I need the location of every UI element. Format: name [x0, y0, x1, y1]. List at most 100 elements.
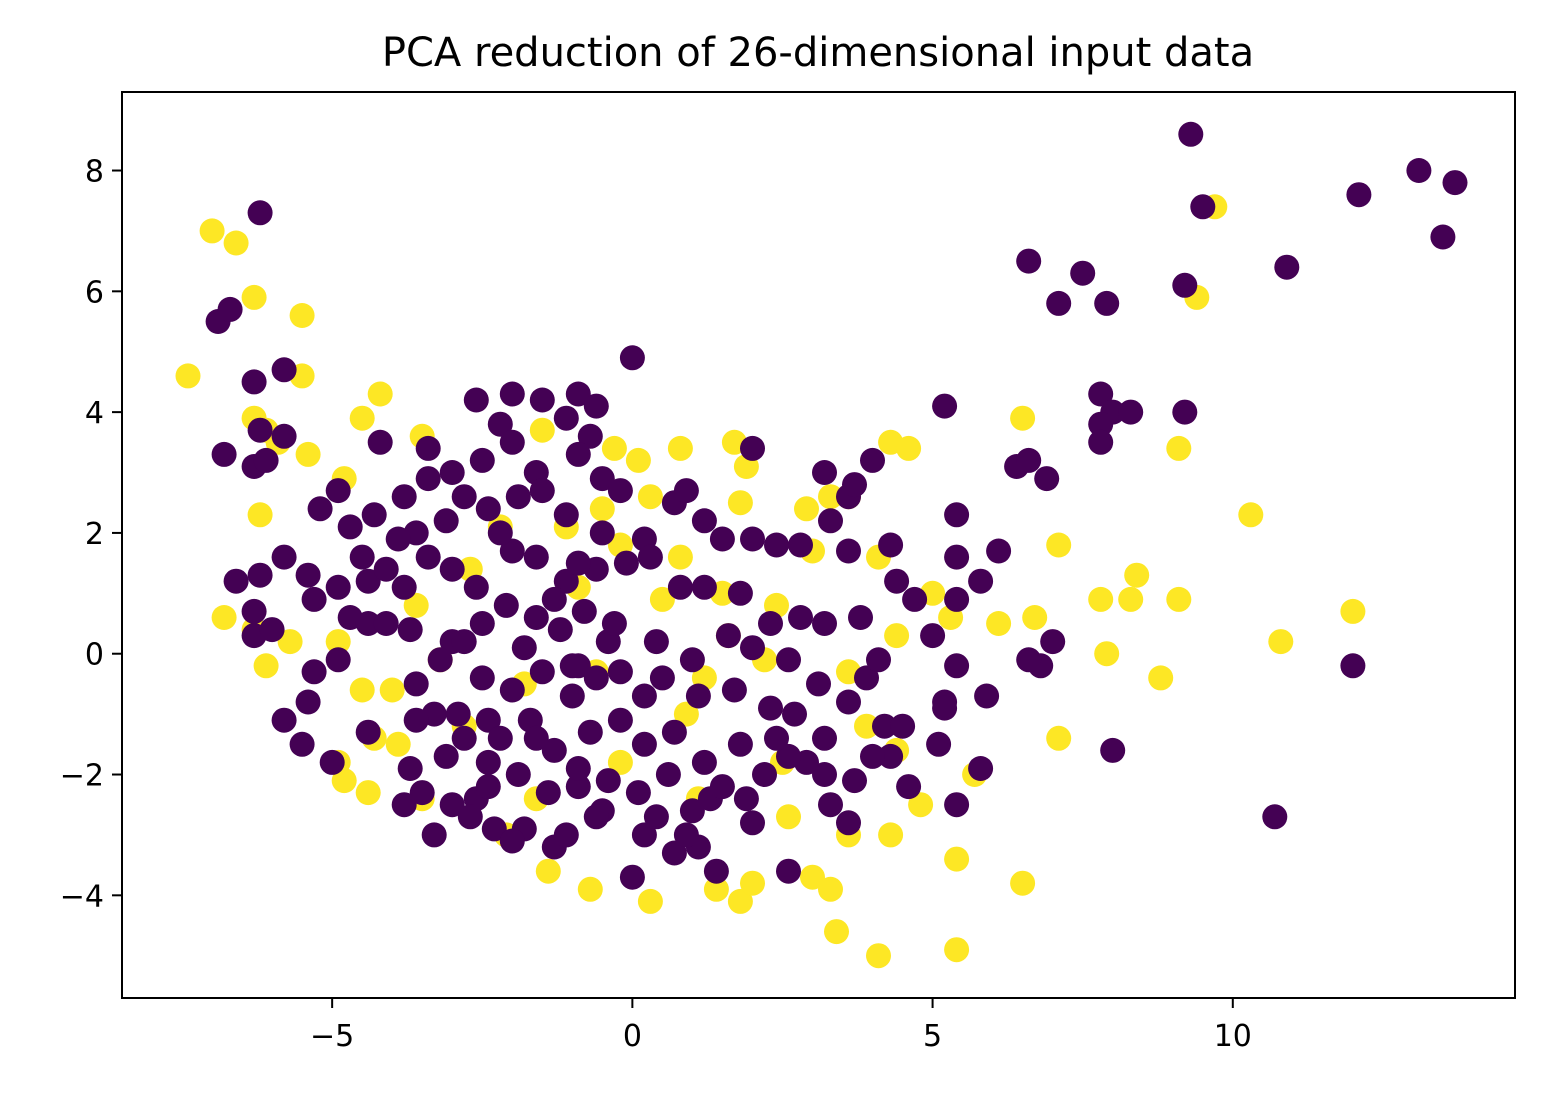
y-tick-label: 2: [85, 517, 104, 552]
scatter-point: [1340, 653, 1366, 679]
scatter-point: [1406, 158, 1432, 183]
scatter-point: [565, 441, 591, 467]
scatter-point: [307, 496, 333, 522]
scatter-point: [1094, 290, 1120, 316]
scatter-point: [776, 647, 801, 673]
scatter-point: [824, 919, 849, 945]
scatter-point: [577, 719, 603, 745]
scatter-point: [565, 756, 591, 781]
scatter-point: [475, 774, 501, 800]
scatter-point: [469, 447, 495, 473]
scatter-point: [872, 713, 897, 739]
scatter-point: [301, 586, 327, 612]
scatter-point: [487, 725, 513, 751]
scatter-point: [355, 611, 381, 636]
scatter-point: [1346, 182, 1372, 208]
scatter-point: [481, 816, 507, 842]
scatter-point: [1022, 605, 1048, 630]
scatter-point: [595, 768, 621, 794]
scatter-point: [1118, 399, 1144, 425]
scatter-point: [740, 435, 765, 461]
scatter-point: [421, 822, 447, 848]
scatter-point: [583, 393, 609, 419]
scatter-point: [1016, 647, 1042, 673]
scatter-point: [631, 683, 657, 709]
scatter-point: [740, 810, 765, 836]
scatter-point: [721, 677, 747, 703]
scatter-point: [325, 647, 351, 673]
scatter-point: [565, 774, 591, 800]
scatter-point: [541, 586, 567, 612]
scatter-point: [325, 478, 351, 504]
scatter-point: [565, 381, 591, 407]
scatter-point: [667, 574, 693, 600]
scatter-point: [848, 605, 873, 630]
scatter-point: [1178, 121, 1204, 147]
scatter-point: [944, 846, 970, 872]
scatter-point: [800, 864, 825, 890]
scatter-point: [776, 804, 801, 830]
scatter-point: [673, 478, 699, 504]
scatter-point: [1010, 870, 1036, 896]
scatter-point: [499, 429, 525, 455]
scatter-point: [391, 484, 417, 510]
scatter-point: [619, 345, 645, 371]
scatter-point: [709, 774, 735, 800]
scatter-point: [355, 568, 381, 594]
scatter-point: [463, 574, 489, 600]
scatter-point: [607, 659, 633, 685]
scatter-point: [589, 466, 615, 492]
scatter-point: [409, 780, 435, 806]
scatter-point: [613, 550, 639, 576]
scatter-point: [878, 822, 904, 848]
scatter-point: [397, 756, 423, 781]
scatter-point: [367, 429, 393, 455]
scatter-point: [643, 629, 669, 655]
scatter-point: [253, 447, 279, 473]
scatter-point: [271, 707, 297, 733]
scatter-point: [842, 768, 867, 794]
scatter-point: [361, 502, 387, 528]
scatter-point: [740, 870, 765, 896]
scatter-point: [601, 611, 627, 636]
scatter-point: [301, 659, 327, 685]
scatter-point: [583, 665, 609, 691]
scatter-point: [1238, 502, 1264, 528]
scatter-point: [499, 828, 525, 854]
scatter-point: [349, 544, 375, 570]
scatter-point: [553, 405, 579, 431]
scatter-point: [547, 617, 573, 643]
scatter-point: [247, 417, 273, 443]
scatter-point: [890, 713, 916, 739]
scatter-point: [1034, 466, 1060, 492]
scatter-point: [818, 508, 843, 534]
scatter-point: [505, 484, 531, 510]
scatter-point: [727, 888, 753, 914]
scatter-point: [1094, 641, 1120, 667]
scatter-point: [920, 623, 946, 649]
scatter-point: [776, 858, 801, 884]
scatter-point: [553, 568, 579, 594]
x-axis: −5 0 5 10: [310, 998, 1252, 1054]
scatter-point: [740, 526, 765, 552]
scatter-point: [1088, 381, 1114, 407]
scatter-point: [571, 598, 597, 624]
scatter-point: [349, 405, 375, 431]
scatter-point: [1190, 194, 1216, 220]
scatter-point: [271, 544, 297, 570]
scatter-point: [944, 653, 970, 679]
scatter-point: [637, 888, 663, 914]
scatter-point: [625, 780, 651, 806]
scatter-point: [1274, 254, 1300, 280]
scatter-point: [968, 756, 994, 781]
scatter-point: [860, 743, 885, 769]
scatter-point: [211, 605, 237, 630]
scatter-point: [1268, 629, 1294, 655]
scatter-point: [854, 665, 879, 691]
x-tick-label: −5: [310, 1019, 354, 1054]
scatter-point: [553, 502, 579, 528]
scatter-point: [175, 363, 201, 389]
scatter-point: [764, 725, 789, 751]
scatter-point: [499, 538, 525, 564]
